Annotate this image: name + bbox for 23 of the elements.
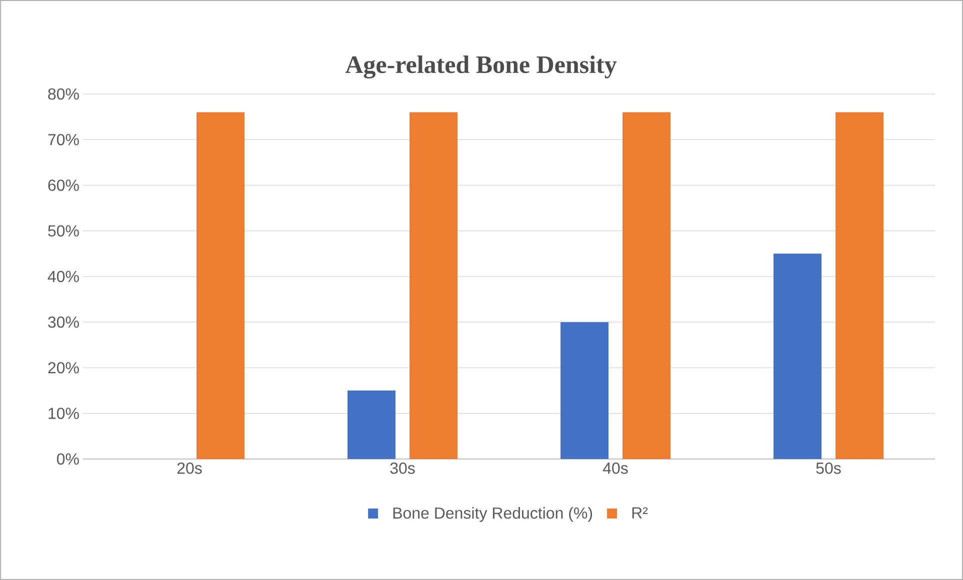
chart-title: Age-related Bone Density bbox=[345, 56, 617, 78]
bar bbox=[410, 112, 458, 459]
bar bbox=[560, 322, 608, 459]
x-tick-label: 40s bbox=[602, 462, 628, 474]
y-tick-label: 60% bbox=[48, 180, 79, 191]
y-tick-label: 50% bbox=[48, 225, 79, 237]
bar bbox=[774, 254, 822, 459]
bar bbox=[836, 112, 884, 459]
y-tick-label: 30% bbox=[48, 316, 79, 328]
y-tick-label: 80% bbox=[48, 88, 79, 100]
x-tick-label: 30s bbox=[390, 462, 415, 474]
bar bbox=[622, 112, 670, 459]
y-tick-label: 0% bbox=[56, 453, 79, 465]
bar bbox=[196, 112, 245, 459]
y-tick-label: 70% bbox=[48, 134, 79, 146]
y-tick-label: 20% bbox=[48, 362, 79, 374]
x-tick-label: 50s bbox=[816, 462, 841, 474]
legend-label: R² bbox=[632, 507, 648, 518]
bar bbox=[348, 390, 396, 459]
y-tick-label: 40% bbox=[48, 270, 79, 282]
x-tick-label: 20s bbox=[177, 462, 202, 474]
legend-label: Bone Density Reduction (%) bbox=[393, 506, 592, 522]
y-tick-label: 10% bbox=[48, 408, 79, 420]
